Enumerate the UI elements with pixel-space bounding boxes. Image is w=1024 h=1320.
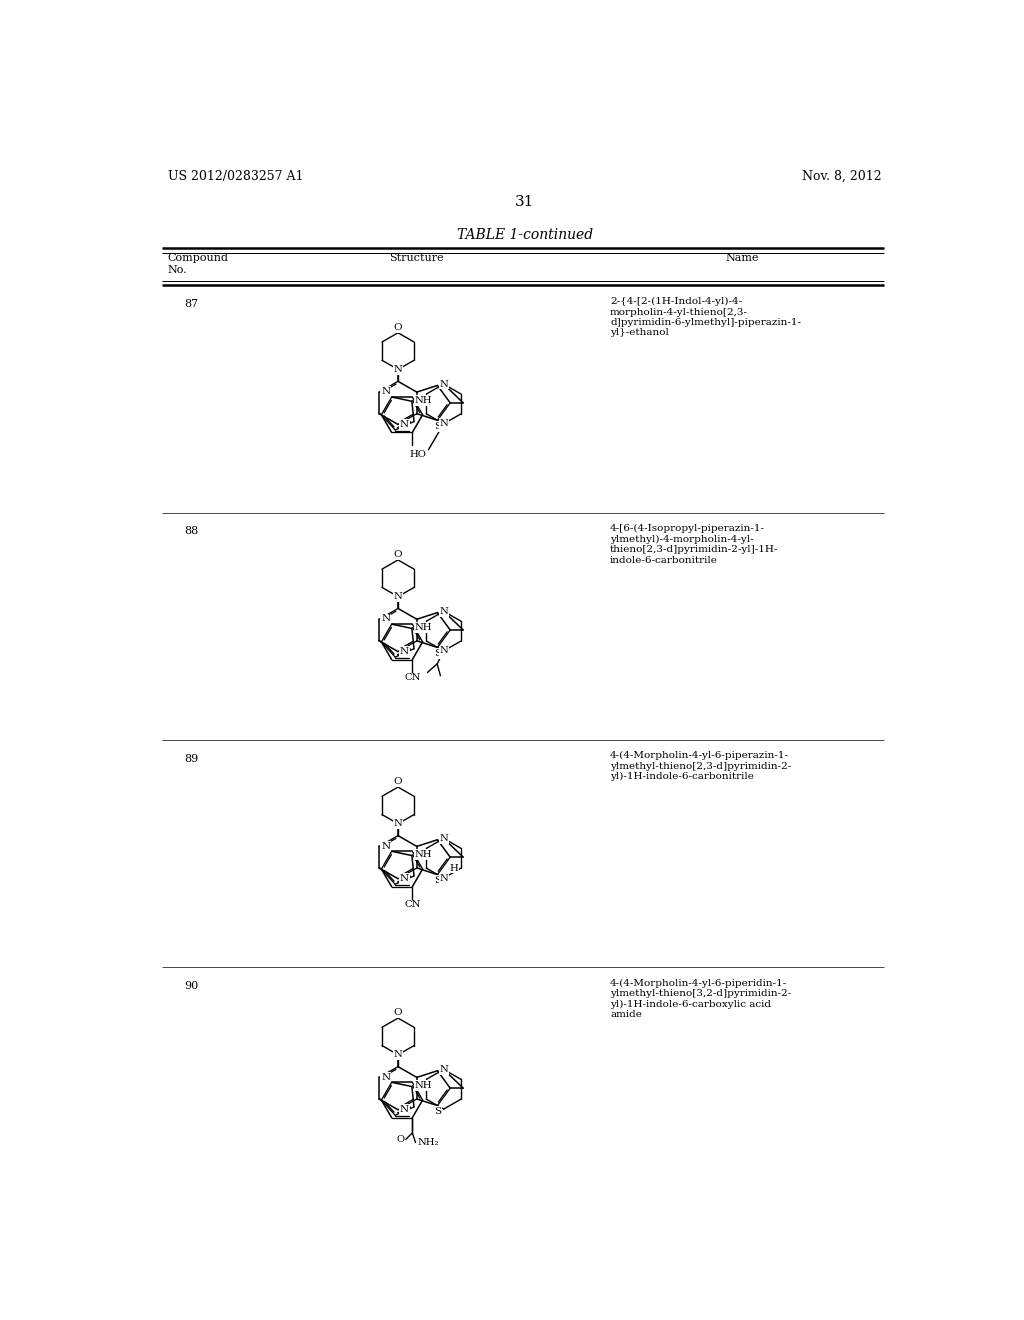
Text: 4-[6-(4-Isopropyl-piperazin-1-
ylmethyl)-4-morpholin-4-yl-
thieno[2,3-d]pyrimidi: 4-[6-(4-Isopropyl-piperazin-1- ylmethyl)… [610, 524, 778, 565]
Text: N: N [439, 874, 449, 883]
Text: N: N [393, 364, 402, 374]
Text: N: N [439, 834, 449, 843]
Text: Structure: Structure [389, 253, 444, 263]
Text: CN: CN [404, 673, 421, 682]
Text: US 2012/0283257 A1: US 2012/0283257 A1 [168, 170, 304, 183]
Text: 90: 90 [184, 981, 199, 991]
Text: NH₂: NH₂ [417, 1138, 438, 1147]
Text: N: N [439, 647, 449, 656]
Text: N: N [400, 420, 409, 429]
Text: Name: Name [726, 253, 760, 263]
Text: N: N [381, 387, 390, 396]
Text: N: N [381, 842, 390, 850]
Text: S: S [434, 422, 441, 430]
Text: N: N [439, 420, 449, 428]
Text: 89: 89 [184, 754, 199, 763]
Text: S: S [434, 876, 441, 886]
Text: S: S [434, 1107, 441, 1117]
Text: O: O [393, 1008, 402, 1018]
Text: TABLE 1-continued: TABLE 1-continued [457, 227, 593, 242]
Text: NH: NH [415, 623, 432, 632]
Text: N: N [393, 820, 402, 828]
Text: CN: CN [404, 900, 421, 909]
Text: N: N [393, 593, 402, 601]
Text: N: N [381, 1073, 390, 1081]
Text: 31: 31 [515, 195, 535, 210]
Text: O: O [396, 1135, 404, 1144]
Text: NH: NH [415, 1081, 432, 1090]
Text: 2-{4-[2-(1H-Indol-4-yl)-4-
morpholin-4-yl-thieno[2,3-
d]pyrimidin-6-ylmethyl]-pi: 2-{4-[2-(1H-Indol-4-yl)-4- morpholin-4-y… [610, 297, 801, 338]
Text: N: N [439, 1065, 449, 1074]
Text: O: O [393, 777, 402, 787]
Text: Compound
No.: Compound No. [168, 253, 228, 275]
Text: 4-(4-Morpholin-4-yl-6-piperidin-1-
ylmethyl-thieno[3,2-d]pyrimidin-2-
yl)-1H-ind: 4-(4-Morpholin-4-yl-6-piperidin-1- ylmet… [610, 978, 792, 1019]
Text: O: O [393, 550, 402, 560]
Text: 87: 87 [184, 300, 199, 309]
Text: N: N [439, 607, 449, 615]
Text: HO: HO [410, 450, 426, 459]
Text: O: O [393, 323, 402, 333]
Text: S: S [434, 649, 441, 657]
Text: 4-(4-Morpholin-4-yl-6-piperazin-1-
ylmethyl-thieno[2,3-d]pyrimidin-2-
yl)-1H-ind: 4-(4-Morpholin-4-yl-6-piperazin-1- ylmet… [610, 751, 792, 781]
Text: 88: 88 [184, 527, 199, 536]
Text: NH: NH [415, 850, 432, 859]
Text: Nov. 8, 2012: Nov. 8, 2012 [802, 170, 882, 183]
Text: H: H [450, 863, 459, 873]
Text: N: N [439, 380, 449, 388]
Text: N: N [400, 1105, 409, 1114]
Text: N: N [400, 647, 409, 656]
Text: N: N [381, 614, 390, 623]
Text: N: N [393, 1051, 402, 1059]
Text: N: N [400, 874, 409, 883]
Text: NH: NH [415, 396, 432, 405]
